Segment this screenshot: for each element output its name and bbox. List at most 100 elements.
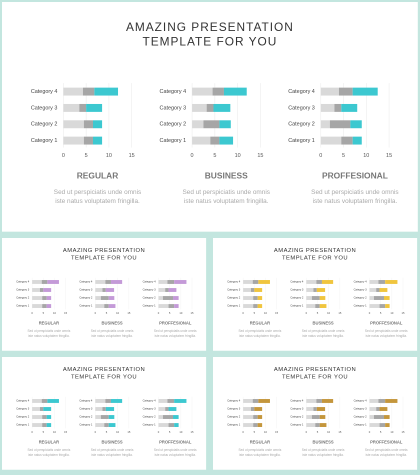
bar-segment [316,407,326,411]
slide-title: AMAZING PRESENTATION [126,20,294,34]
bar-segment [316,280,322,284]
bar-segment [32,407,40,411]
bar-segment [306,288,314,292]
bar-segment [110,280,123,284]
bar-segment [243,399,253,403]
category-label: Category 2 [160,122,187,128]
bar-segment [158,423,169,427]
bar-segment [192,136,211,145]
description: Sed ut perspiciatis unde omnis [154,329,197,333]
bar-segment [162,415,174,419]
bar-segment [46,423,52,427]
description: iste natus voluptatem fringilla. [155,453,197,457]
slide-background [2,357,207,470]
chart-label: PROFFESIONAL [322,170,388,180]
description: iste natus voluptatem fringilla. [302,334,344,338]
bar-segment [83,136,93,145]
x-tick-label: 15 [64,430,67,434]
description: Sed ut perspiciatis unde omnis [365,329,408,333]
category-label: Category 4 [160,89,187,95]
category-label: Category 3 [79,288,93,292]
x-tick-label: 10 [390,311,393,315]
bar-segment [369,407,377,411]
x-tick-label: 15 [64,311,67,315]
x-tick-label: 5 [380,311,382,315]
description: Sed ut perspiciatis unde omnis [239,448,282,452]
bar-segment [311,415,320,419]
category-label: Category 1 [143,423,157,427]
category-label: Category 3 [143,288,157,292]
bar-segment [369,399,379,403]
bar-segment [168,407,177,411]
bar-segment [258,280,270,284]
bar-segment [168,423,175,427]
x-tick-label: 0 [319,153,322,159]
bar-segment [174,423,179,427]
bar-segment [167,399,175,403]
x-tick-label: 15 [402,311,405,315]
bar-segment [63,103,80,112]
bar-segment [385,399,398,403]
bar-segment [203,120,220,129]
bar-segment [320,87,339,96]
x-tick-label: 0 [306,311,308,315]
x-tick-label: 15 [257,153,263,159]
bar-segment [108,296,115,300]
bar-segment [352,87,378,96]
bar-segment [315,423,320,427]
x-tick-label: 10 [327,311,330,315]
bar-segment [92,136,103,145]
category-label: Category 3 [288,105,315,111]
bar-segment [86,103,103,112]
x-tick-label: 10 [264,430,267,434]
bar-segment [254,288,263,292]
bar-segment [252,399,259,403]
x-tick-label: 15 [338,311,341,315]
bar-segment [219,136,234,145]
chart-label: REGULAR [39,321,59,326]
x-tick-label: 10 [106,153,112,159]
x-tick-label: 5 [43,430,45,434]
x-tick-label: 0 [31,430,33,434]
chart-label: BUSINESS [313,321,334,326]
bar-segment [82,87,95,96]
category-label: Category 3 [16,288,30,292]
x-tick-label: 15 [127,311,130,315]
bar-segment [379,304,386,308]
bar-segment [165,407,169,411]
slide-title: AMAZING PRESENTATION [274,367,356,373]
x-tick-label: 15 [191,311,194,315]
bar-segment [104,304,109,308]
bar-segment [321,280,334,284]
category-label: Category 3 [16,407,30,411]
bar-segment [42,423,47,427]
bar-segment [243,280,253,284]
bar-segment [385,280,398,284]
category-label: Category 2 [79,415,93,419]
bar-segment [243,423,254,427]
x-tick-label: 5 [106,311,108,315]
x-tick-label: 5 [85,153,88,159]
bar-segment [385,423,390,427]
category-label: Category 4 [354,399,368,403]
x-tick-label: 15 [338,430,341,434]
bar-segment [243,415,254,419]
bar-segment [102,407,106,411]
x-tick-label: 0 [306,430,308,434]
x-tick-label: 10 [53,311,56,315]
bar-segment [32,423,43,427]
category-label: Category 2 [16,415,30,419]
slide-title: TEMPLATE FOR YOU [142,35,277,49]
bar-segment [384,415,390,419]
bar-segment [369,288,377,292]
category-label: Category 4 [79,280,93,284]
bar-segment [95,304,105,308]
category-label: Category 2 [290,296,304,300]
slide-background [2,238,207,351]
chart-label: PROFFESIONAL [159,321,192,326]
bar-segment [158,280,168,284]
